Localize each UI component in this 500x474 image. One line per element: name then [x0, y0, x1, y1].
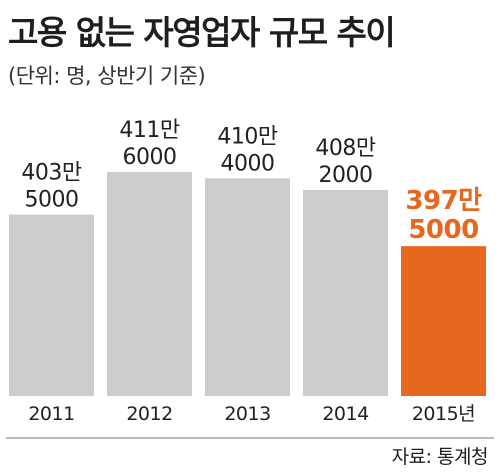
- data-label-2014-2: 2000: [319, 163, 373, 188]
- data-label-2012-2: 6000: [123, 145, 177, 170]
- data-label-2012-1: 411만: [119, 118, 179, 143]
- bar-2012: [107, 172, 192, 396]
- data-label-2014-1: 408만: [315, 136, 375, 161]
- data-label-2011-1: 403만: [21, 161, 81, 186]
- bar-2015년: [401, 246, 486, 396]
- bar-2013: [205, 178, 290, 396]
- bar-2011: [9, 214, 94, 396]
- data-label-2015년-2: 5000: [408, 215, 478, 245]
- x-tick-label-2014: 2014: [322, 403, 369, 425]
- x-tick-label-2015년: 2015년: [412, 403, 475, 425]
- chart-title: 고용 없는 자영업자 규모 추이: [8, 13, 396, 52]
- data-label-2013-2: 4000: [221, 151, 275, 176]
- x-tick-label-2011: 2011: [28, 403, 74, 425]
- data-label-2015년-1: 397만: [405, 186, 482, 216]
- data-label-2011-2: 5000: [25, 188, 79, 213]
- chart-subtitle: (단위: 명, 상반기 기준): [8, 64, 206, 88]
- x-tick-label-2013: 2013: [224, 403, 270, 425]
- x-tick-label-2012: 2012: [126, 403, 172, 425]
- data-label-2013-1: 410만: [217, 124, 277, 149]
- chart-source: 자료: 통계청: [391, 446, 489, 468]
- bar-2014: [303, 189, 388, 396]
